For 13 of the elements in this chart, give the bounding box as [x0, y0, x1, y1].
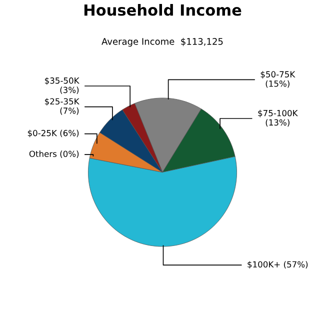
chart-subtitle: Average Income $113,125 [102, 38, 223, 47]
data-label: (3%) [60, 86, 79, 94]
legend-label: Others (0%) [29, 150, 79, 158]
slice-label: $75-100K [258, 110, 298, 118]
slice-label: $100K+ (57%) [248, 261, 308, 269]
data-label: (15%) [266, 80, 290, 88]
data-label: (7%) [60, 107, 79, 115]
slice-label: $25-35K [45, 98, 80, 106]
data-label: (13%) [266, 119, 290, 127]
slice-label: $0-25K (6%) [28, 130, 79, 138]
slice-label: $35-50K [45, 77, 80, 85]
chart-title: Household Income [84, 4, 242, 16]
slice-label: $50-75K [260, 71, 296, 79]
